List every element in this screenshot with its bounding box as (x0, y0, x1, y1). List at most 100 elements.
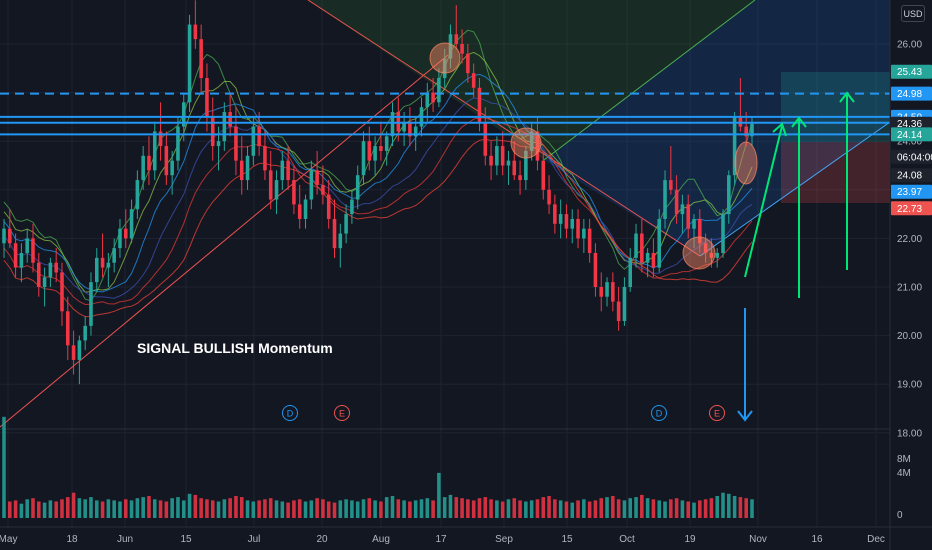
candle (663, 170, 667, 229)
volume-bar (274, 500, 279, 518)
volume-bar (640, 494, 644, 518)
candle (518, 160, 522, 195)
price-tag-label: 22.73 (897, 204, 922, 215)
volume-bar (605, 497, 609, 518)
volume-bar (112, 500, 116, 518)
volume-bar (524, 501, 528, 518)
price-tag[interactable]: 24.14 (891, 127, 932, 142)
volume-bar (286, 502, 290, 518)
event-marker[interactable]: D (282, 405, 298, 421)
candle (193, 0, 198, 49)
volume-bar (170, 498, 174, 518)
candle (489, 141, 493, 181)
candle (326, 180, 331, 229)
volume-bar (326, 501, 331, 518)
volume-bar (727, 493, 731, 518)
time-tick-label: Oct (619, 534, 635, 545)
candle (234, 107, 238, 176)
stop-zone (781, 142, 890, 203)
volume-bar (361, 499, 366, 518)
candle (274, 170, 279, 215)
candle (674, 175, 679, 224)
volume-bar (158, 500, 163, 518)
candle (54, 248, 58, 283)
candle (13, 233, 18, 278)
price-tag[interactable]: 24.98 (891, 86, 932, 101)
horizontal-levels (0, 92, 890, 136)
volume-bar (245, 500, 250, 518)
candle (408, 107, 412, 147)
volume-bar (94, 500, 99, 518)
volume-bar (529, 500, 534, 518)
price-tag[interactable]: 25.43 (891, 64, 932, 79)
candle (570, 209, 575, 244)
volume-bar (321, 499, 325, 518)
volume-bar (234, 496, 238, 518)
volume-bar (506, 499, 511, 518)
volume-bar (176, 497, 180, 518)
volume-bar (651, 499, 656, 518)
price-tag[interactable]: 22.73 (891, 201, 932, 216)
candle (541, 150, 546, 200)
candle (42, 267, 47, 307)
candle (251, 116, 256, 166)
volume-bar (199, 498, 203, 518)
volume-bar (570, 502, 575, 518)
volume-bar (77, 498, 82, 518)
currency-label[interactable]: USD (901, 5, 925, 22)
event-marker[interactable]: D (651, 405, 667, 421)
candle (147, 136, 151, 185)
price-tag[interactable]: 24.08 (891, 168, 932, 183)
candle (118, 218, 122, 258)
candle (599, 272, 604, 312)
event-marker[interactable]: E (334, 405, 350, 421)
candle (611, 272, 615, 312)
candle (425, 82, 430, 122)
volume-bars (2, 416, 754, 518)
signal-circle (734, 141, 758, 185)
price-tag[interactable]: 24.36 (891, 116, 932, 131)
volume-bar (495, 500, 499, 518)
candle (280, 150, 285, 190)
volume-tick-label: 0 (897, 510, 903, 521)
price-tag[interactable]: 23.97 (891, 184, 932, 199)
volume-bar (425, 498, 430, 518)
volume-bar (13, 500, 18, 518)
volume-bar (193, 494, 198, 518)
volume-bar (634, 497, 638, 518)
price-tag[interactable]: 06:04:00 (891, 149, 932, 164)
candle (286, 146, 290, 190)
candle (344, 204, 348, 244)
price-tick-label: 20.00 (897, 331, 922, 342)
volume-bar (680, 500, 685, 518)
candle (686, 194, 691, 239)
volume-bar (622, 500, 627, 518)
candle (721, 209, 725, 258)
event-marker-label: D (287, 409, 294, 419)
candle (106, 252, 111, 287)
volume-bar (593, 500, 598, 518)
volume-bar (344, 499, 348, 518)
candle (558, 199, 563, 239)
price-tick-label: 19.00 (897, 380, 922, 391)
volume-bar (25, 499, 29, 518)
volume-bar (181, 500, 186, 518)
volume-bar (315, 498, 319, 518)
candle (112, 238, 116, 273)
volume-bar (419, 499, 424, 518)
candle (390, 102, 395, 147)
price-tag-label: 23.97 (897, 187, 922, 198)
up-arrow (839, 91, 855, 270)
volume-tick-label: 8M (897, 454, 911, 465)
volume-bar (454, 497, 459, 518)
event-marker-label: E (714, 409, 720, 419)
volume-bar (60, 499, 64, 518)
candle (640, 218, 644, 273)
volume-bar (553, 499, 557, 518)
event-marker[interactable]: E (709, 405, 725, 421)
candle (576, 209, 580, 249)
volume-bar (123, 499, 128, 518)
candle (94, 248, 99, 292)
